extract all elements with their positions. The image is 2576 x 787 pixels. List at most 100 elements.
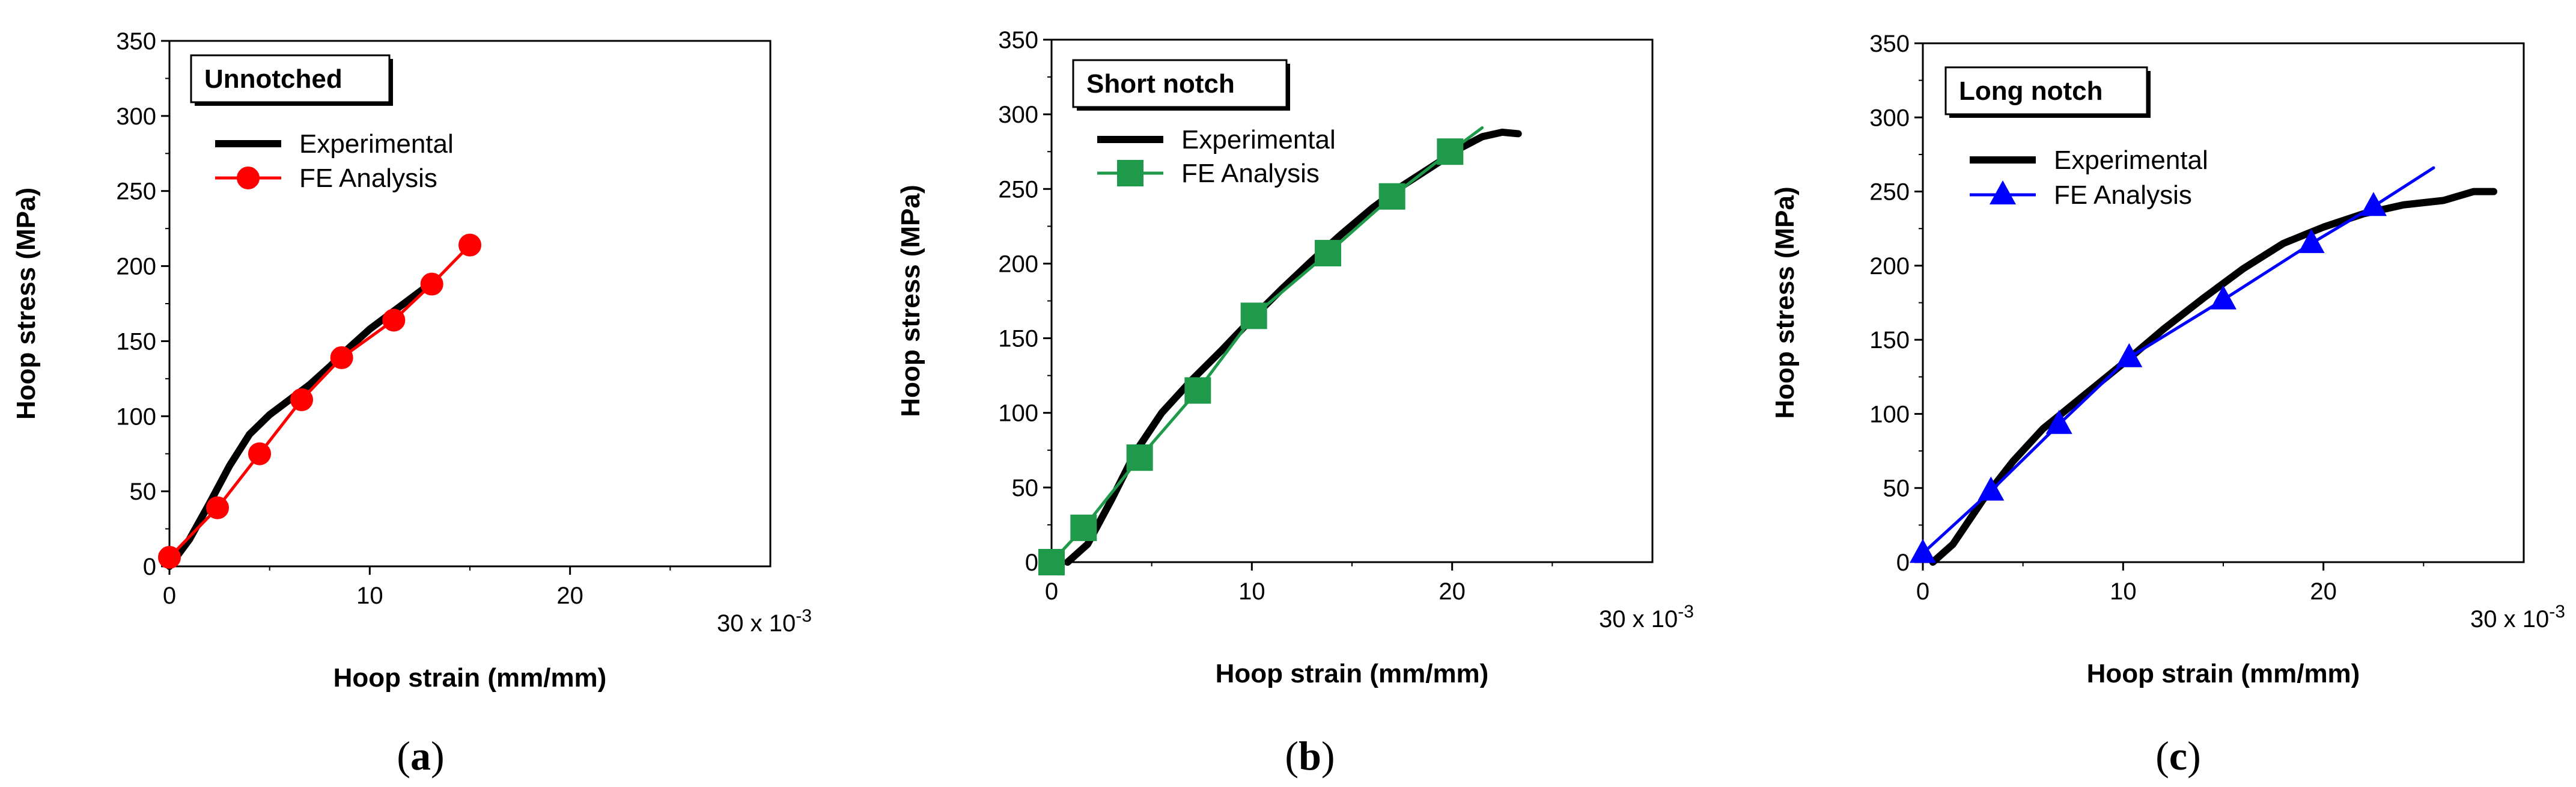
x-tick-label: 10	[1238, 578, 1265, 605]
experimental-line	[1929, 188, 2497, 566]
chart-panel-a: 0 50 100 150 200 250 300 350 0 10 20 30 x 10-3 Hoop …	[11, 28, 812, 779]
y-tick-label: 250	[998, 176, 1038, 203]
x-tick-label: 20	[1439, 578, 1466, 605]
y-tick-label: 200	[1869, 253, 1910, 280]
x-multiplier-exponent: -3	[2549, 602, 2565, 622]
x-tick-label: 10	[2110, 578, 2137, 605]
chart-title: Long notch	[1959, 76, 2103, 106]
fe-data-point-square	[1126, 444, 1153, 471]
x-multiplier-label: 30 x 10-3	[2470, 602, 2565, 632]
legend-marker-triangle	[1990, 180, 2016, 204]
y-tick-label: 200	[998, 251, 1038, 277]
caption-letter: a	[410, 733, 431, 779]
fe-data-point-triangle	[2116, 343, 2143, 367]
plot-frame	[168, 40, 772, 568]
x-axis-label: Hoop strain (mm/mm)	[333, 663, 607, 693]
legend-label: FE Analysis	[2054, 180, 2192, 210]
y-tick-label: 350	[116, 28, 156, 55]
legend-label: Experimental	[2054, 145, 2208, 175]
y-tick-label: 50	[1012, 475, 1039, 501]
x-multiplier-exponent: -3	[796, 606, 812, 626]
fe-data-point-square	[1315, 240, 1341, 267]
fe-data-point-circle	[290, 388, 313, 411]
fe-data-point-triangle	[2210, 285, 2236, 310]
y-tick-label: 0	[143, 554, 156, 580]
title-box	[190, 54, 391, 103]
title-box	[1072, 59, 1288, 108]
x-tick-label: 10	[356, 583, 383, 609]
y-axis-label: Hoop stress (MPa)	[1770, 186, 1800, 418]
caption-open-paren: (	[1285, 733, 1299, 779]
y-tick-label: 150	[116, 328, 156, 355]
fe-data-point-triangle	[1910, 539, 1936, 563]
x-tick-label: 20	[556, 583, 583, 609]
y-tick-label: 350	[1869, 31, 1910, 57]
x-multiplier-base: 30 x 10	[2470, 606, 2549, 632]
y-tick-label: 150	[1869, 327, 1910, 354]
fe-data-point-square	[1378, 183, 1405, 210]
legend-marker-square	[1117, 160, 1143, 186]
y-tick-label: 0	[1896, 550, 1910, 576]
fe-data-point-square	[1184, 377, 1211, 404]
legend-label: FE Analysis	[1181, 159, 1320, 188]
fe-data-point-circle	[248, 442, 271, 465]
y-tick-label: 0	[1025, 550, 1038, 576]
x-tick-label: 0	[1045, 578, 1058, 605]
x-multiplier-label: 30 x 10-3	[717, 606, 812, 637]
plot-frame	[1050, 38, 1654, 563]
x-axis-label: Hoop strain (mm/mm)	[2087, 659, 2360, 688]
y-tick-label: 150	[998, 326, 1038, 352]
y-tick-label: 100	[116, 403, 156, 430]
caption-close-paren: )	[1321, 733, 1335, 779]
fe-data-point-circle	[158, 546, 181, 569]
y-axis-label: Hoop stress (MPa)	[11, 188, 41, 420]
x-multiplier-exponent: -3	[1678, 602, 1694, 622]
x-multiplier-label: 30 x 10-3	[1599, 602, 1694, 632]
y-tick-label: 300	[116, 103, 156, 130]
y-tick-label: 100	[1869, 401, 1910, 427]
experimental-line	[1064, 128, 1522, 566]
x-tick-label: 20	[2310, 578, 2337, 605]
chart-title: Unnotched	[204, 64, 343, 94]
x-multiplier-base: 30 x 10	[717, 610, 796, 637]
legend-marker-circle	[237, 167, 260, 189]
caption-open-paren: (	[397, 733, 410, 779]
chart-panel-c: 0 50 100 150 200 250 300 350 0 10 20 30 x 10-3 Hoop …	[1770, 31, 2565, 779]
fe-data-point-square	[1070, 514, 1097, 541]
y-tick-label: 200	[116, 254, 156, 280]
fe-data-point-square	[1038, 549, 1065, 575]
caption-letter: c	[2169, 733, 2187, 779]
fe-data-point-triangle	[2045, 409, 2072, 434]
y-tick-label: 300	[1869, 105, 1910, 131]
x-multiplier-base: 30 x 10	[1599, 606, 1678, 632]
y-tick-label: 50	[1883, 476, 1910, 502]
chart-title: Short notch	[1086, 69, 1235, 99]
fe-data-point-circle	[330, 346, 353, 369]
y-tick-label: 350	[998, 27, 1038, 54]
fe-data-point-triangle	[2298, 228, 2325, 253]
x-axis-label: Hoop strain (mm/mm)	[1216, 659, 1489, 688]
fe-data-point-triangle	[1978, 476, 2005, 501]
x-tick-label: 0	[163, 583, 176, 609]
y-axis-label: Hoop stress (MPa)	[896, 185, 925, 417]
y-tick-label: 100	[998, 400, 1038, 427]
panel-caption: (b)	[1285, 733, 1335, 779]
chart-panel-b: 0 50 100 150 200 250 300 350 0 10 20 30 x 10-3 Hoop …	[896, 27, 1694, 779]
title-box	[1944, 66, 2148, 115]
fe-data-point-circle	[206, 496, 229, 519]
caption-open-paren: (	[2155, 733, 2169, 779]
fe-data-point-circle	[420, 272, 443, 296]
fe-data-point-square	[1437, 138, 1464, 165]
y-tick-label: 250	[116, 179, 156, 205]
fe-data-point-circle	[458, 233, 481, 257]
x-tick-label: 0	[1916, 578, 1929, 605]
caption-letter: b	[1299, 733, 1321, 779]
panel-caption: (c)	[2155, 733, 2201, 779]
caption-close-paren: )	[431, 733, 445, 779]
fe-data-point-circle	[382, 308, 406, 332]
y-tick-label: 50	[130, 479, 157, 505]
y-tick-label: 250	[1869, 179, 1910, 206]
legend-label: Experimental	[299, 129, 454, 159]
legend-label: Experimental	[1181, 125, 1336, 155]
